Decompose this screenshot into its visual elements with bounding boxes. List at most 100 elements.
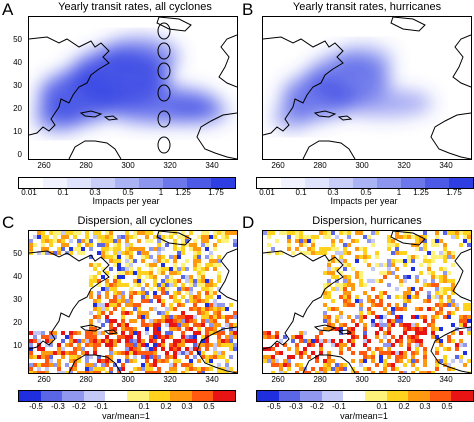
colorbar-swatch	[170, 391, 192, 401]
colorbar-swatch	[19, 391, 41, 401]
colorbar-tick: 1.75	[208, 188, 224, 197]
colorbar-swatch	[83, 391, 106, 401]
colorbar-swatch	[386, 391, 409, 401]
colorbar-swatch	[281, 178, 305, 188]
colorbar-swatch	[40, 391, 63, 401]
colorbar-tick: -0.2	[310, 402, 324, 411]
panel-letter: C	[2, 213, 15, 232]
colorbar-swatch	[91, 178, 115, 188]
colorbar-swatch	[19, 178, 43, 188]
panel-letter: D	[242, 213, 255, 232]
x-tick: 300	[121, 375, 135, 384]
map-dispersion-all	[28, 230, 238, 374]
x-tick: 320	[397, 161, 411, 170]
colorbar-swatch	[257, 178, 281, 188]
colorbar-tick: 0.01	[21, 188, 37, 197]
y-tick: 0	[17, 150, 22, 159]
colorbar-swatch	[343, 391, 365, 401]
colorbar-swatch	[408, 391, 430, 401]
colorbar-tick: 0.5	[203, 402, 215, 411]
colorbar-swatch	[321, 391, 344, 401]
x-tick: 340	[205, 375, 219, 384]
panel-title: Dispersion, all cyclones	[77, 215, 193, 227]
colorbar-label: Impacts per year	[92, 196, 160, 206]
x-tick: 280	[79, 375, 93, 384]
x-tick: 320	[163, 161, 177, 170]
colorbar-swatch	[139, 178, 163, 188]
colorbar-dispersion	[18, 390, 236, 402]
panel-letter: A	[2, 0, 14, 19]
colorbar-swatch	[305, 178, 329, 188]
y-tick: 20	[13, 318, 22, 327]
colorbar-tick: 0.5	[441, 402, 453, 411]
colorbar-tick: 1	[158, 188, 164, 197]
map-transit-hurricanes	[262, 16, 472, 160]
colorbar-tick: 1.75	[446, 188, 462, 197]
colorbar-tick: 0.3	[419, 402, 431, 411]
map-dispersion-hurricanes	[262, 230, 472, 374]
x-tick: 260	[271, 161, 285, 170]
colorbar-tick: 0.2	[160, 402, 172, 411]
x-tick: 260	[37, 161, 51, 170]
colorbar-tick: -0.3	[289, 402, 303, 411]
colorbar-swatch	[163, 178, 187, 188]
panel-title: Yearly transit rates, all cyclones	[58, 1, 212, 13]
colorbar-swatch	[148, 391, 171, 401]
colorbar-swatch	[115, 178, 139, 188]
colorbar-tick: 0.5	[360, 188, 372, 197]
colorbar-tick: 1	[396, 188, 402, 197]
colorbar-swatch	[353, 178, 377, 188]
colorbar-tick: 0.5	[122, 188, 134, 197]
x-tick: 320	[163, 375, 177, 384]
y-tick: 40	[13, 272, 22, 281]
colorbar-tick: -0.1	[332, 402, 346, 411]
colorbar-swatch	[364, 391, 387, 401]
x-tick: 280	[313, 375, 327, 384]
colorbar-swatch	[43, 178, 67, 188]
colorbar-tick: 0.1	[138, 402, 150, 411]
x-tick: 340	[439, 161, 453, 170]
colorbar-tick: 0.1	[376, 402, 388, 411]
x-tick: 280	[79, 161, 93, 170]
colorbar-tick: 0.3	[89, 188, 101, 197]
colorbar-tick: 1.25	[413, 188, 429, 197]
colorbar-swatch	[211, 178, 235, 188]
colorbar-swatch	[62, 391, 84, 401]
y-tick: 40	[13, 58, 22, 67]
colorbar-swatch	[187, 178, 211, 188]
colorbar-swatch	[126, 391, 149, 401]
colorbar-swatch	[105, 391, 127, 401]
x-tick: 260	[37, 375, 51, 384]
colorbar-tick: 0.01	[259, 188, 275, 197]
colorbar-swatch	[425, 178, 449, 188]
colorbar-swatch	[191, 391, 214, 401]
panel-title: Dispersion, hurricanes	[312, 215, 422, 227]
colorbar-label: var/mean=1	[102, 411, 150, 421]
colorbar-tick: 0.3	[181, 402, 193, 411]
colorbar-tick: 0.1	[295, 188, 307, 197]
colorbar-tick: -0.5	[267, 402, 281, 411]
colorbar-tick: 0.2	[398, 402, 410, 411]
x-tick: 280	[313, 161, 327, 170]
colorbar-tick: -0.1	[94, 402, 108, 411]
x-tick: 320	[397, 375, 411, 384]
colorbar-swatch	[278, 391, 301, 401]
y-tick: 50	[13, 35, 22, 44]
colorbar-transit	[18, 177, 236, 189]
y-tick: 20	[13, 104, 22, 113]
x-tick: 300	[355, 375, 369, 384]
colorbar-swatch	[213, 391, 235, 401]
colorbar-label: Impacts per year	[330, 196, 398, 206]
colorbar-swatch	[329, 178, 353, 188]
colorbar-label: var/mean=1	[340, 411, 388, 421]
colorbar-swatch	[257, 391, 279, 401]
colorbar-swatch	[451, 391, 473, 401]
colorbar-tick: -0.3	[51, 402, 65, 411]
colorbar-tick: 0.1	[57, 188, 69, 197]
x-tick: 300	[355, 161, 369, 170]
colorbar-swatch	[300, 391, 322, 401]
panel-letter: B	[242, 0, 254, 19]
y-tick: 10	[13, 127, 22, 136]
colorbar-swatch	[67, 178, 91, 188]
colorbar-tick: 1.25	[175, 188, 191, 197]
